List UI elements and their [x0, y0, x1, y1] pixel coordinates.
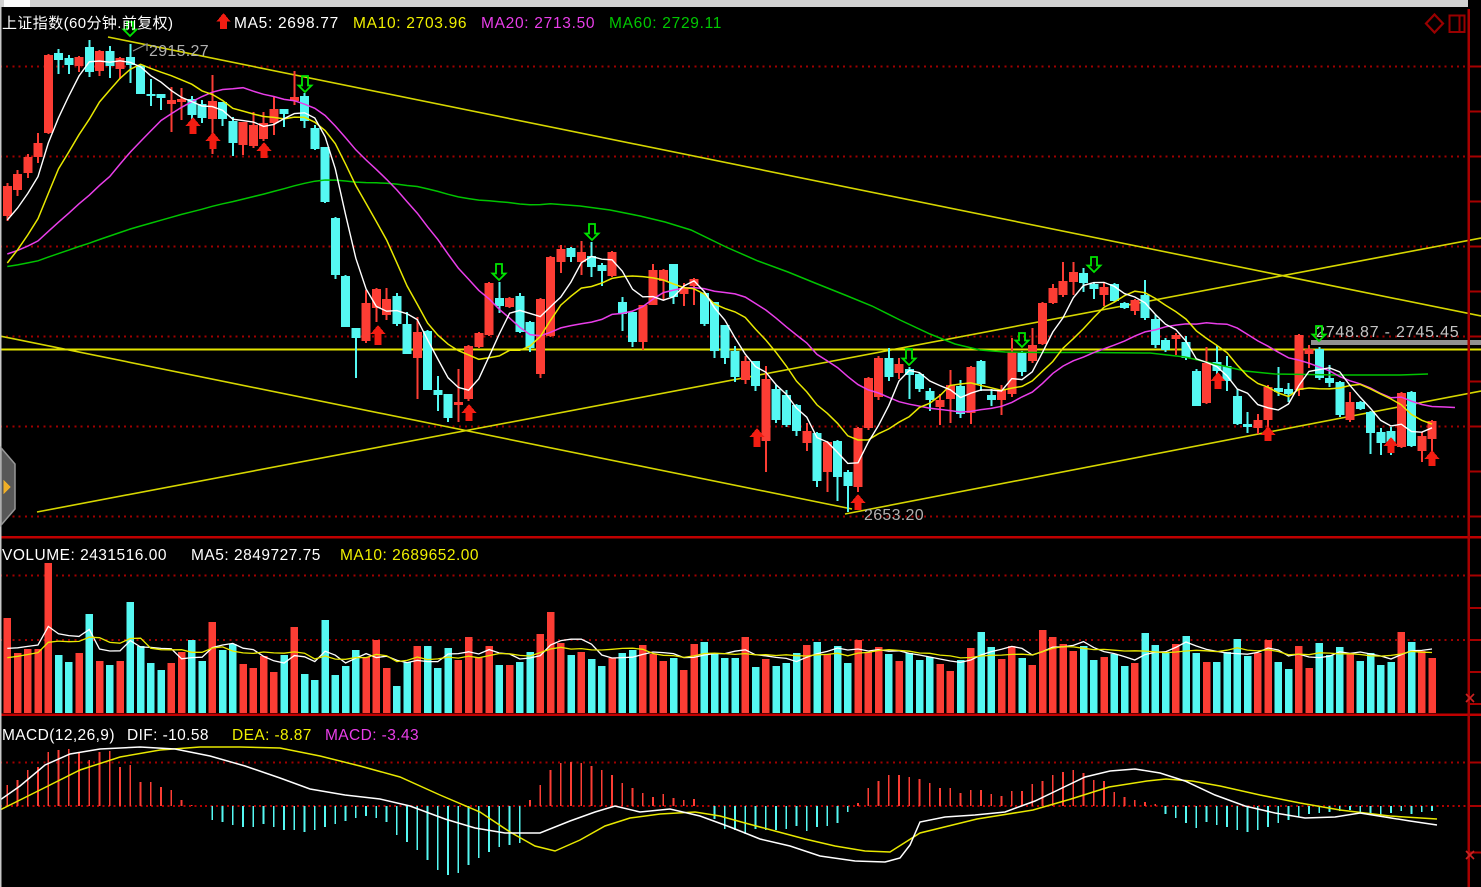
svg-text:MACD(12,26,9): MACD(12,26,9) [2, 727, 115, 744]
svg-text:MA10: 2689652.00: MA10: 2689652.00 [340, 547, 479, 564]
svg-text:2653.20: 2653.20 [864, 507, 924, 524]
svg-text:MA5: 2698.77: MA5: 2698.77 [234, 15, 339, 32]
svg-text:MA20: 2713.50: MA20: 2713.50 [481, 15, 595, 32]
svg-text:VOLUME: 2431516.00: VOLUME: 2431516.00 [2, 547, 167, 564]
svg-text:DIF: -10.58: DIF: -10.58 [127, 727, 209, 744]
svg-text:2748.87 - 2745.45: 2748.87 - 2745.45 [1316, 324, 1460, 341]
svg-text:MA5: 2849727.75: MA5: 2849727.75 [191, 547, 321, 564]
svg-text:MA60: 2729.11: MA60: 2729.11 [609, 15, 722, 32]
svg-text:上证指数(60分钟.前复权): 上证指数(60分钟.前复权) [2, 14, 173, 32]
svg-text:DEA: -8.87: DEA: -8.87 [232, 727, 312, 744]
svg-text:MACD: -3.43: MACD: -3.43 [325, 727, 419, 744]
svg-text:2915.27: 2915.27 [149, 43, 209, 60]
svg-text:MA10: 2703.96: MA10: 2703.96 [353, 15, 467, 32]
